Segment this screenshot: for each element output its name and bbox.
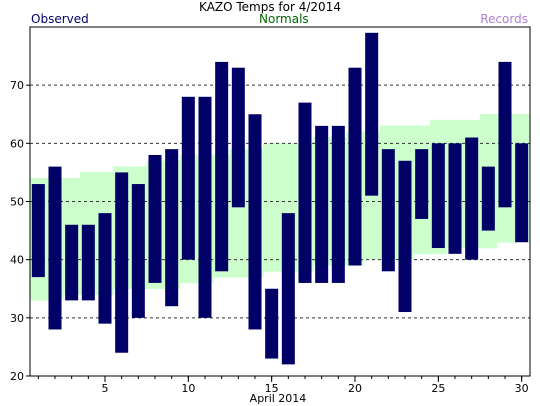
observed-bar (65, 224, 79, 301)
y-tick-label: 70 (10, 79, 24, 92)
observed-bar (448, 143, 462, 254)
legend-records: Records (480, 12, 528, 26)
observed-bar (415, 149, 429, 219)
observed-bar (481, 166, 495, 231)
x-tick-label: 10 (181, 382, 195, 395)
observed-bar (515, 143, 529, 243)
normals-band-segment (263, 143, 281, 272)
observed-bar (348, 67, 362, 266)
x-tick-label: 25 (431, 382, 445, 395)
y-tick-label: 50 (10, 196, 24, 209)
x-axis-label: April 2014 (250, 392, 307, 405)
y-tick-label: 60 (10, 137, 24, 150)
observed-bar (298, 102, 312, 283)
observed-bar (98, 213, 112, 324)
observed-bar (131, 184, 145, 318)
x-tick-label: 30 (515, 382, 529, 395)
observed-bar (465, 137, 479, 260)
axis-layer: 20 30 40 50 60 70 5 10 15 20 25 30 (10, 79, 529, 395)
observed-bar (315, 125, 329, 283)
observed-bar (381, 149, 395, 272)
observed-layer (31, 32, 529, 365)
observed-bar (248, 114, 262, 330)
x-tick-label: 15 (265, 382, 279, 395)
y-tick-label: 40 (10, 254, 24, 267)
observed-bar (398, 160, 412, 313)
x-tick-label: 20 (348, 382, 362, 395)
legend-normals: Normals (259, 12, 309, 26)
observed-bar (498, 61, 512, 208)
observed-bar (115, 172, 129, 353)
x-tick-label: 5 (102, 382, 109, 395)
observed-bar (331, 125, 345, 283)
observed-bar (48, 166, 62, 330)
legend-observed: Observed (31, 12, 89, 26)
observed-bar (431, 143, 445, 249)
observed-bar (198, 96, 212, 318)
observed-bar (281, 213, 295, 365)
observed-bar (215, 61, 229, 272)
grid-layer (30, 84, 530, 319)
chart-title: KAZO Temps for 4/2014 (199, 0, 341, 14)
observed-bar (165, 149, 179, 307)
y-tick-label: 30 (10, 312, 24, 325)
observed-bar (365, 32, 379, 196)
observed-bar (231, 67, 245, 208)
observed-bar (265, 288, 279, 359)
observed-bar (181, 96, 195, 260)
y-tick-label: 20 (10, 370, 24, 383)
observed-bar (81, 224, 95, 301)
observed-bar (31, 184, 45, 278)
observed-bar (148, 154, 162, 283)
